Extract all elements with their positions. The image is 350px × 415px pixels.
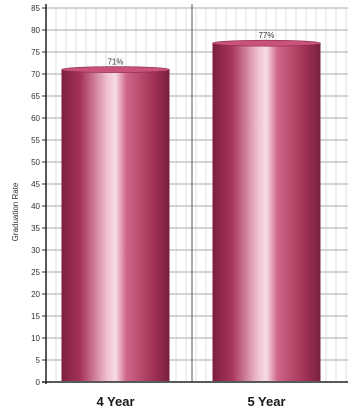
y-tick-label: 55 — [31, 136, 40, 145]
y-tick-label: 75 — [31, 48, 40, 57]
category-labels: 4 Year 5 Year — [96, 394, 285, 409]
data-label: 77% — [258, 31, 274, 40]
bar-top — [212, 39, 321, 47]
bar-body — [61, 69, 170, 381]
y-tick-label: 35 — [31, 224, 40, 233]
category-label: 4 Year — [96, 394, 134, 409]
category-label: 5 Year — [247, 394, 285, 409]
y-tick-label: 25 — [31, 268, 40, 277]
y-tick-label: 45 — [31, 180, 40, 189]
bar-5-year — [212, 39, 321, 381]
y-tick-label: 70 — [31, 70, 40, 79]
data-label: 71% — [107, 58, 123, 67]
y-tick-label: 80 — [31, 26, 40, 35]
y-tick-label: 0 — [36, 378, 41, 387]
bar-body — [212, 43, 321, 381]
y-tick-label: 85 — [31, 4, 40, 13]
bar-top — [61, 66, 170, 73]
y-tick-label: 30 — [31, 246, 40, 255]
bar-4-year — [61, 66, 170, 381]
y-tick-label: 20 — [31, 290, 40, 299]
bars — [61, 39, 321, 381]
y-tick-label: 60 — [31, 114, 40, 123]
y-tick-label: 15 — [31, 312, 40, 321]
y-tick-label: 10 — [31, 334, 40, 343]
y-tick-label: 5 — [36, 356, 41, 365]
y-tick-labels: 0 5 10 15 20 25 30 35 40 45 50 55 60 65 70 75 80 85 — [31, 4, 40, 387]
data-labels: 71% 77% — [107, 31, 274, 66]
y-tick-label: 50 — [31, 158, 40, 167]
y-axis-label: Graduation Rate — [11, 182, 20, 241]
y-tick-label: 40 — [31, 202, 40, 211]
axes — [42, 4, 348, 384]
y-tick-label: 65 — [31, 92, 40, 101]
